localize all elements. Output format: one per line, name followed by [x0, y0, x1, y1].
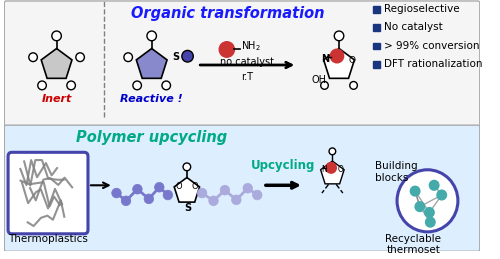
Text: > 99% conversion: > 99% conversion	[384, 41, 479, 51]
Circle shape	[334, 31, 344, 41]
Circle shape	[133, 81, 141, 90]
Text: O: O	[348, 56, 355, 65]
Polygon shape	[320, 161, 344, 184]
Text: O: O	[338, 165, 343, 174]
Circle shape	[424, 208, 434, 217]
Text: No catalyst: No catalyst	[384, 22, 442, 32]
Circle shape	[243, 183, 252, 193]
Circle shape	[320, 82, 328, 89]
Text: Polymer upcycling: Polymer upcycling	[76, 130, 228, 145]
Circle shape	[162, 81, 170, 90]
FancyBboxPatch shape	[8, 152, 88, 234]
Polygon shape	[174, 177, 200, 202]
Text: O: O	[192, 182, 198, 191]
Circle shape	[410, 186, 420, 196]
Text: N: N	[322, 165, 328, 174]
Bar	[374, 61, 380, 68]
Text: Upcycling: Upcycling	[250, 159, 315, 172]
Bar	[374, 43, 380, 49]
Text: Inert: Inert	[42, 94, 72, 104]
Circle shape	[38, 81, 46, 90]
Text: N: N	[322, 54, 330, 64]
Circle shape	[76, 53, 84, 62]
Circle shape	[67, 81, 76, 90]
Text: Thermoplastics: Thermoplastics	[8, 234, 88, 244]
Circle shape	[122, 196, 131, 206]
Circle shape	[219, 42, 234, 57]
Circle shape	[430, 181, 439, 190]
Polygon shape	[41, 48, 72, 78]
Text: S: S	[184, 203, 192, 213]
Text: Recyclable
thermoset: Recyclable thermoset	[385, 234, 441, 255]
Text: O: O	[175, 182, 182, 191]
Circle shape	[415, 202, 424, 212]
Circle shape	[350, 82, 358, 89]
Circle shape	[147, 31, 156, 41]
Bar	[374, 6, 380, 13]
Circle shape	[124, 53, 132, 62]
Text: OH: OH	[312, 75, 326, 84]
Text: Regioselective: Regioselective	[384, 4, 460, 14]
Circle shape	[29, 53, 38, 62]
Text: Reactive !: Reactive !	[120, 94, 183, 104]
Circle shape	[132, 184, 142, 194]
Circle shape	[426, 217, 435, 227]
Text: Organic transformation: Organic transformation	[131, 6, 324, 21]
Circle shape	[330, 49, 344, 63]
Text: S: S	[172, 52, 180, 62]
Circle shape	[163, 190, 172, 200]
Polygon shape	[136, 48, 167, 78]
Circle shape	[232, 195, 241, 205]
FancyBboxPatch shape	[4, 1, 480, 127]
Polygon shape	[324, 48, 354, 78]
Circle shape	[220, 185, 230, 195]
Circle shape	[437, 190, 446, 200]
Circle shape	[154, 182, 164, 192]
Circle shape	[329, 148, 336, 155]
Text: NH$_2$: NH$_2$	[241, 40, 261, 53]
Circle shape	[397, 170, 458, 232]
Text: Building
blocks: Building blocks	[375, 161, 418, 183]
Circle shape	[183, 163, 190, 171]
FancyBboxPatch shape	[4, 125, 480, 251]
Circle shape	[144, 194, 154, 204]
Circle shape	[112, 188, 122, 198]
Bar	[374, 24, 380, 31]
Circle shape	[326, 162, 336, 173]
Text: r.T: r.T	[241, 72, 253, 82]
Text: no catalyst: no catalyst	[220, 57, 274, 67]
Circle shape	[208, 196, 218, 206]
Circle shape	[52, 31, 62, 41]
Circle shape	[252, 190, 262, 200]
Text: DFT rationalization: DFT rationalization	[384, 59, 482, 69]
Circle shape	[182, 51, 194, 62]
Circle shape	[198, 188, 207, 198]
